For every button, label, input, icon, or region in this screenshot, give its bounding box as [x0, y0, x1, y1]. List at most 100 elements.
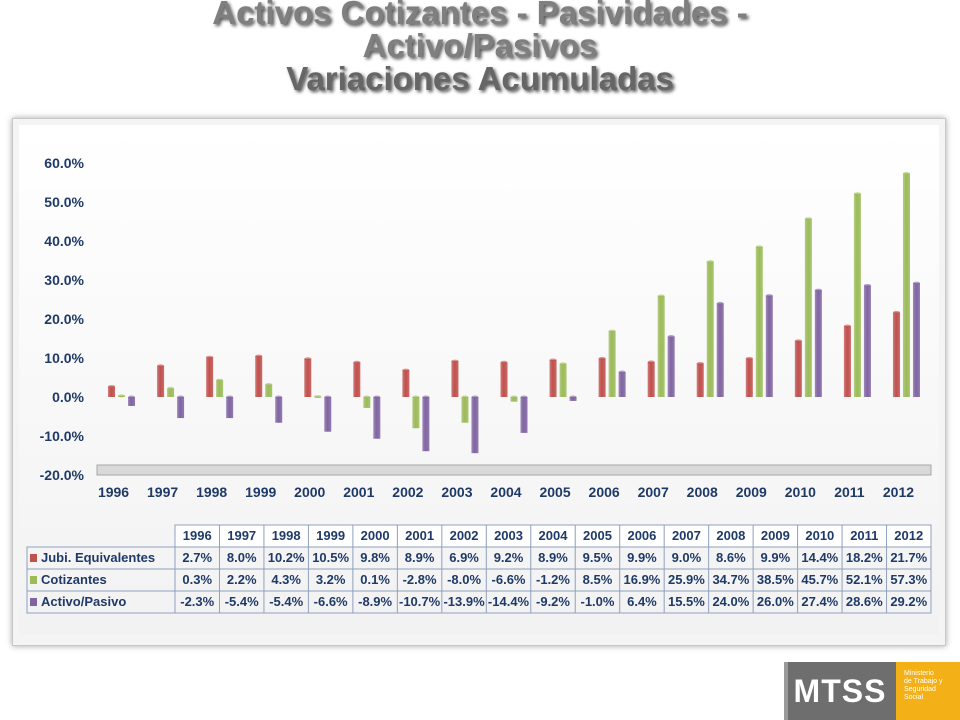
bar-cotizantes-1999 [265, 384, 273, 397]
bar-cap [892, 310, 900, 314]
bar-cap [128, 395, 136, 399]
bar-cap [657, 294, 665, 298]
bar-cotizantes-2005 [559, 363, 567, 397]
data-table: 1996 1997 1998 1999 2000 2001 2002 2003 2004 2005… [26, 524, 932, 614]
bars [108, 172, 920, 454]
logo-subtitle: Ministerio de Trabajo y Seguridad Social [896, 662, 960, 720]
y-tick-label: 20.0% [44, 311, 84, 327]
bar-activo-pasivo-2002 [422, 397, 430, 452]
bar-cap [177, 395, 185, 399]
data-label: 14.4% [801, 550, 838, 565]
x-tick-label: 2006 [589, 484, 620, 500]
bar-jubi-equivalentes-2012 [892, 312, 900, 397]
x-axis: 1996 1997 1998 1999 2000 2001 2002 2003 2004 2005… [98, 484, 914, 500]
bar-cap [696, 361, 704, 365]
data-label: 8.9% [538, 550, 568, 565]
bar-cap [863, 283, 871, 287]
data-label: 9.0% [672, 550, 702, 565]
bar-cap [157, 364, 165, 368]
data-label: 18.2% [846, 550, 883, 565]
data-label: 9.5% [583, 550, 613, 565]
mtss-logo: MTSS Ministerio de Trabajo y Seguridad S… [784, 662, 960, 720]
logo-subtitle-line: Social [904, 694, 924, 701]
table-header-cell: 2009 [761, 528, 790, 543]
data-label: -6.6% [314, 594, 348, 609]
data-label: 8.5% [583, 572, 613, 587]
bar-cap [745, 356, 753, 360]
data-label: 3.2% [316, 572, 346, 587]
bar-jubi-equivalentes-2009 [745, 358, 753, 397]
legend-label: Activo/Pasivo [41, 594, 126, 609]
bar-cap [814, 288, 822, 292]
bar-activo-pasivo-1996 [128, 397, 136, 406]
y-tick-label: 0.0% [52, 389, 84, 405]
table-header-cell: 1997 [227, 528, 256, 543]
bar-cap [853, 192, 861, 196]
bar-cap [461, 395, 469, 399]
data-label: 2.7% [182, 550, 212, 565]
x-tick-label: 2001 [343, 484, 374, 500]
bar-cap [500, 360, 508, 364]
table-header-cell: 2002 [450, 528, 479, 543]
data-label: -2.3% [180, 594, 214, 609]
bar-jubi-equivalentes-2008 [696, 363, 704, 397]
bar-cap [275, 395, 283, 399]
bar-cap [373, 395, 381, 399]
data-label: 28.6% [846, 594, 883, 609]
bar-jubi-equivalentes-2001 [353, 362, 361, 397]
data-label: 38.5% [757, 572, 794, 587]
y-tick-label: -10.0% [40, 428, 85, 444]
bar-jubi-equivalentes-2003 [451, 361, 459, 397]
x-tick-label: 2004 [490, 484, 521, 500]
data-label: 6.4% [627, 594, 657, 609]
data-label: 34.7% [712, 572, 749, 587]
data-label: 24.0% [712, 594, 749, 609]
data-label: 52.1% [846, 572, 883, 587]
bar-cap [765, 294, 773, 298]
bar-cotizantes-2004 [510, 397, 518, 402]
bar-cap [265, 383, 273, 387]
bar-activo-pasivo-1997 [177, 397, 185, 419]
data-label: 10.5% [312, 550, 349, 565]
data-label: 21.7% [890, 550, 927, 565]
bar-jubi-equivalentes-2011 [843, 326, 851, 397]
table-header-cell: 2010 [805, 528, 834, 543]
bar-activo-pasivo-2011 [863, 285, 871, 397]
table-row [26, 590, 932, 614]
bar-cap [471, 395, 479, 399]
table-header-cell: 1999 [316, 528, 345, 543]
data-label: -9.2% [536, 594, 570, 609]
x-tick-label: 1997 [147, 484, 178, 500]
table-header-cell: 2005 [583, 528, 612, 543]
data-label: 16.9% [624, 572, 661, 587]
table-header-cell: 2003 [494, 528, 523, 543]
bar-cap [412, 395, 420, 399]
bar-cap [422, 395, 430, 399]
legend-swatch [30, 576, 37, 584]
bar-cap [314, 395, 322, 399]
data-label: 26.0% [757, 594, 794, 609]
chart-floor [96, 464, 932, 476]
x-tick-label: 2008 [687, 484, 718, 500]
bar-jubi-equivalentes-1997 [157, 365, 165, 397]
data-label: 9.9% [627, 550, 657, 565]
y-tick-label: 60.0% [44, 155, 84, 171]
bar-cap [804, 217, 812, 221]
title-line-1: Activos Cotizantes - Pasividades - [212, 0, 748, 31]
data-label: 27.4% [801, 594, 838, 609]
data-label: 9.2% [494, 550, 524, 565]
bar-cotizantes-2006 [608, 331, 616, 397]
data-label: -8.0% [447, 572, 481, 587]
bar-jubi-equivalentes-1996 [108, 386, 116, 397]
bar-cap [108, 384, 116, 388]
y-tick-label: 40.0% [44, 233, 84, 249]
table-row [26, 546, 932, 570]
bar-activo-pasivo-2012 [912, 283, 920, 397]
data-label: 2.2% [227, 572, 257, 587]
data-label: 0.1% [360, 572, 390, 587]
bar-cap [716, 301, 724, 305]
y-tick-label: 30.0% [44, 272, 84, 288]
bar-cap [353, 360, 361, 364]
title-line-3: Variaciones Acumuladas [286, 60, 674, 97]
x-tick-label: 2000 [294, 484, 325, 500]
